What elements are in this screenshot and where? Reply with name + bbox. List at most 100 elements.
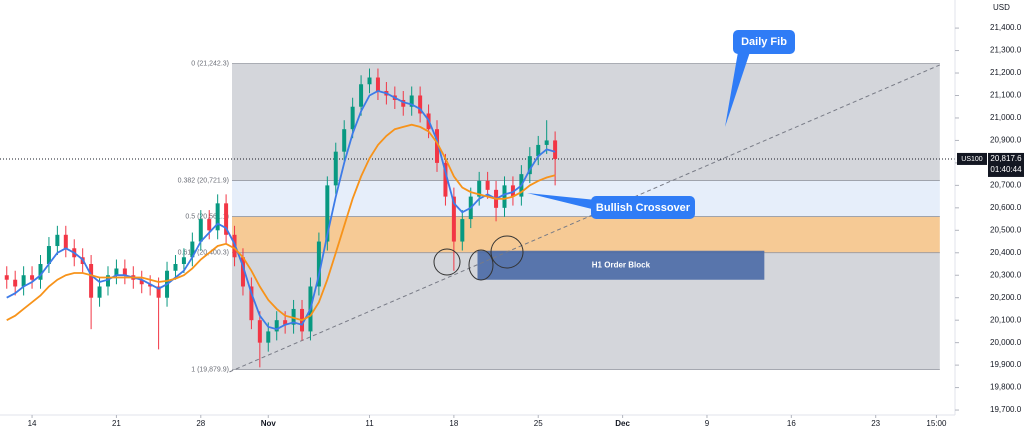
decorations: Daily Fib Bullish Crossover xyxy=(433,30,795,281)
fib-label: 0.5 (20,561.1) xyxy=(185,213,229,220)
candle-body xyxy=(97,286,102,298)
highlight-circle xyxy=(490,235,524,269)
y-tick-label: 20,600.0 xyxy=(990,203,1022,212)
callout-box xyxy=(591,196,695,219)
overlays: 0 (21,242.3) 0.382 (20,721.9) 0.5 (20,561.… xyxy=(0,60,955,373)
currency: USD xyxy=(993,3,1010,12)
order-block-label: H1 Order Block xyxy=(592,260,651,269)
candle-body xyxy=(122,268,127,276)
callout-text: Daily Fib xyxy=(741,36,787,48)
candle-body xyxy=(173,264,178,271)
candle-body xyxy=(148,284,153,287)
x-tick-label: 21 xyxy=(112,419,121,428)
highlight-circle xyxy=(468,249,494,281)
candle-body xyxy=(274,320,279,332)
order-block xyxy=(477,250,765,280)
candle-body xyxy=(63,234,68,249)
y-tick-label: 20,700.0 xyxy=(990,180,1022,189)
y-tick-label: 19,700.0 xyxy=(990,405,1022,414)
fib-zone xyxy=(232,180,940,217)
y-tick-label: 20,200.0 xyxy=(990,293,1022,302)
y-tick-label: 21,100.0 xyxy=(990,91,1022,100)
y-tick-label: 20,900.0 xyxy=(990,136,1022,145)
candle-body xyxy=(224,203,229,235)
time-axis xyxy=(0,415,1024,432)
x-tick-label: 14 xyxy=(28,419,37,428)
y-tick-label: 19,900.0 xyxy=(990,360,1022,369)
candle-body xyxy=(485,180,490,190)
x-tick-label: Dec xyxy=(615,419,630,428)
candle-body xyxy=(333,151,338,186)
candle-body xyxy=(536,144,541,157)
callout-text: Bullish Crossover xyxy=(596,202,691,214)
candle-body xyxy=(283,320,288,325)
candle-body xyxy=(21,275,26,287)
candle-body xyxy=(105,275,110,287)
candle-body xyxy=(443,162,448,197)
candle-body xyxy=(38,264,43,280)
y-tick-label: 20,500.0 xyxy=(990,225,1022,234)
y-tick-label: 21,200.0 xyxy=(990,68,1022,77)
x-tick-label: 23 xyxy=(871,419,880,428)
candle-body xyxy=(156,286,161,298)
y-tick-label: 21,000.0 xyxy=(990,113,1022,122)
candle-body xyxy=(460,219,465,242)
candle-body xyxy=(181,257,186,265)
x-tick-label: 11 xyxy=(365,419,374,428)
y-tick-label: 21,300.0 xyxy=(990,46,1022,55)
candle-body xyxy=(266,331,271,343)
highlight-circle xyxy=(433,248,461,276)
countdown: 01:40:44 xyxy=(990,165,1022,174)
fib-label: 1 (19,879.9) xyxy=(191,366,229,373)
candle-body xyxy=(342,129,347,152)
candle-body xyxy=(502,185,507,208)
candle-body xyxy=(30,275,35,280)
candle-body xyxy=(4,275,9,280)
candle-body xyxy=(527,156,532,175)
price-marks xyxy=(4,68,558,368)
fib-label: 0 (21,242.3) xyxy=(191,60,229,67)
candle-body xyxy=(13,279,18,287)
candle-body xyxy=(367,77,372,85)
candle-body xyxy=(350,106,355,130)
candle-body xyxy=(291,308,296,325)
x-tick-label: Nov xyxy=(261,419,277,428)
fib-label: 0.382 (20,721.9) xyxy=(178,177,229,184)
moving-average xyxy=(6,90,556,331)
candle-body xyxy=(257,320,262,343)
y-tick-label: 19,800.0 xyxy=(990,383,1022,392)
candle-body xyxy=(114,268,119,276)
candle-body xyxy=(544,140,549,145)
y-tick-label: 20,000.0 xyxy=(990,338,1022,347)
candle-body xyxy=(249,286,254,321)
candle-body xyxy=(89,264,94,298)
callout-box xyxy=(733,30,795,54)
candle-body xyxy=(46,246,51,265)
x-tick-label: 25 xyxy=(534,419,543,428)
x-tick-label: 18 xyxy=(449,419,458,428)
price-axis xyxy=(955,0,1024,432)
symbol-tag xyxy=(957,152,987,165)
moving-average xyxy=(6,123,556,322)
y-tick-label: 20,100.0 xyxy=(990,315,1022,324)
price-tag xyxy=(988,152,1024,177)
symbol-label: US100 xyxy=(961,156,983,163)
candle-body xyxy=(435,129,440,163)
candle-body xyxy=(190,241,195,258)
candle-body xyxy=(198,219,203,242)
x-tick-label: 16 xyxy=(787,419,796,428)
price-label: 20,817.6 xyxy=(990,154,1022,163)
fib-zone xyxy=(232,216,940,253)
candle-body xyxy=(553,140,558,159)
candle-body xyxy=(215,203,220,231)
x-tick-label: 15:00 xyxy=(926,419,947,428)
y-tick-label: 21,400.0 xyxy=(990,23,1022,32)
y-tick-label: 20,400.0 xyxy=(990,248,1022,257)
callout-pointer xyxy=(527,193,596,210)
candle-body xyxy=(401,99,406,107)
candle-body xyxy=(325,185,330,242)
candle-body xyxy=(409,95,414,107)
y-tick-label: 20,300.0 xyxy=(990,270,1022,279)
